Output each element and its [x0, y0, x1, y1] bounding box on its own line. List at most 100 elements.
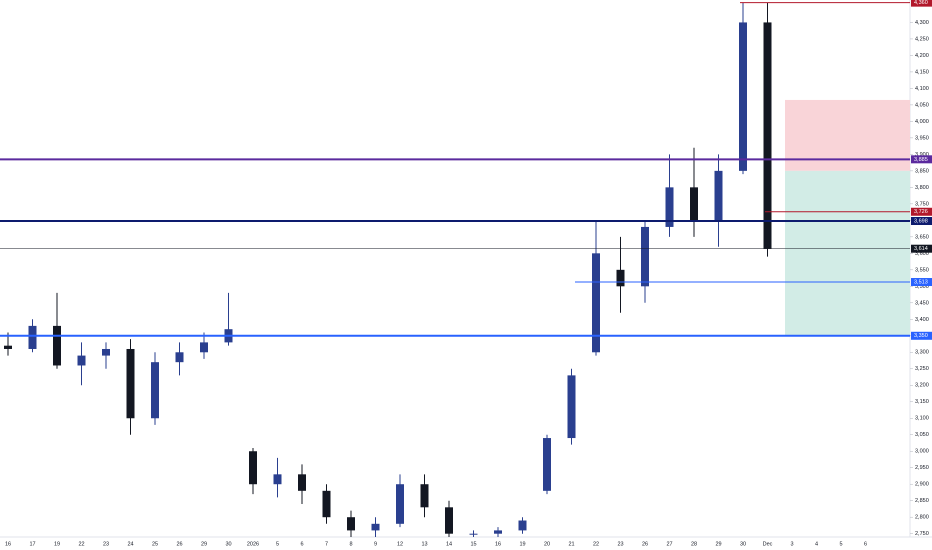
y-tick-label: 4,050: [915, 102, 929, 108]
x-tick-label: 23: [617, 541, 623, 547]
level-tag: [911, 244, 932, 253]
candle-body: [273, 474, 282, 485]
x-tick-label: 13: [421, 541, 427, 547]
x-tick-label: 25: [152, 541, 158, 547]
x-tick-label: 19: [54, 541, 60, 547]
x-tick-label: 29: [201, 541, 207, 547]
level-tag: [911, 331, 932, 340]
y-tick-label: 3,950: [915, 135, 929, 141]
y-tick-label: 2,950: [915, 465, 929, 471]
x-tick-label: 17: [29, 541, 35, 547]
candle-body: [763, 22, 772, 249]
level-tag-label: 4,360: [914, 0, 928, 6]
y-tick-label: 4,300: [915, 20, 929, 26]
x-tick-label: 3: [790, 541, 793, 547]
x-tick-label: 26: [642, 541, 648, 547]
x-tick-label: 20: [544, 541, 550, 547]
x-tick-label: 19: [519, 541, 525, 547]
x-tick-label: 6: [864, 541, 867, 547]
x-tick-label: 14: [446, 541, 452, 547]
candle-body: [175, 352, 184, 363]
candle-body: [126, 348, 135, 419]
candle-body: [102, 348, 110, 356]
y-tick-label: 3,000: [915, 449, 929, 455]
level-tag-label: 3,350: [914, 333, 928, 339]
y-tick-label: 4,100: [915, 86, 929, 92]
candle-body: [322, 490, 331, 518]
x-tick-label: 23: [103, 541, 109, 547]
y-tick-label: 2,850: [915, 498, 929, 504]
x-tick-label: 26: [176, 541, 182, 547]
y-tick-label: 2,800: [915, 515, 929, 521]
y-tick-label: 3,300: [915, 350, 929, 356]
candle-body: [714, 170, 723, 221]
x-tick-label: 9: [374, 541, 377, 547]
y-tick-label: 3,800: [915, 185, 929, 191]
candle-body: [347, 517, 355, 531]
x-tick-label: 30: [225, 541, 231, 547]
y-tick-label: 3,750: [915, 201, 929, 207]
candle-body: [592, 253, 600, 353]
y-tick-label: 4,150: [915, 69, 929, 75]
candle-body: [445, 507, 453, 534]
x-tick-label: 28: [691, 541, 697, 547]
y-tick-label: 3,250: [915, 366, 929, 372]
candle-body: [567, 375, 576, 439]
x-tick-label: Dec: [763, 541, 773, 547]
level-tag-label: 3,513: [914, 279, 928, 285]
candle-body: [420, 484, 429, 508]
y-tick-label: 2,750: [915, 531, 929, 537]
candle-body: [77, 355, 86, 366]
x-tick-label: 12: [397, 541, 403, 547]
y-tick-label: 3,550: [915, 267, 929, 273]
level-tag: [911, 155, 932, 164]
candle-body: [298, 474, 306, 491]
x-tick-label: 15: [470, 541, 476, 547]
candle-body: [28, 325, 37, 349]
x-tick-label: 22: [78, 541, 84, 547]
x-tick-label: 7: [325, 541, 328, 547]
y-tick-label: 3,850: [915, 168, 929, 174]
x-tick-label: 16: [495, 541, 501, 547]
candle-body: [151, 362, 159, 419]
x-tick-label: 4: [815, 541, 818, 547]
level-tag-label: 3,885: [914, 157, 928, 163]
x-tick-label: 16: [5, 541, 11, 547]
x-tick-label: 6: [300, 541, 303, 547]
x-tick-label: 22: [593, 541, 599, 547]
y-tick-label: 3,500: [915, 284, 929, 290]
x-tick-label: 5: [839, 541, 842, 547]
y-tick-label: 3,650: [915, 234, 929, 240]
candle-body: [249, 451, 257, 485]
level-tag: [911, 207, 932, 216]
y-tick-label: 3,400: [915, 317, 929, 323]
candle-body: [616, 269, 625, 287]
level-tag: [911, 217, 932, 226]
candle-body: [739, 22, 747, 171]
candle-body: [53, 325, 61, 366]
candle-body: [396, 484, 404, 524]
x-tick-label: 29: [715, 541, 721, 547]
x-tick-label: 2026: [247, 541, 259, 547]
y-tick-label: 4,250: [915, 36, 929, 42]
candle-body: [469, 533, 478, 535]
y-tick-label: 3,450: [915, 300, 929, 306]
y-tick-label: 3,600: [915, 251, 929, 257]
candle-body: [371, 523, 380, 531]
y-tick-label: 3,100: [915, 416, 929, 422]
y-tick-label: 3,050: [915, 432, 929, 438]
candle-body: [494, 530, 502, 534]
reward-zone: [785, 170, 910, 336]
y-tick-label: 2,900: [915, 482, 929, 488]
candle-body: [543, 438, 551, 491]
y-tick-label: 4,200: [915, 53, 929, 59]
level-tag-label: 3,726: [914, 209, 928, 215]
candle-body: [4, 345, 12, 349]
x-tick-label: 5: [276, 541, 279, 547]
y-tick-label: 3,150: [915, 399, 929, 405]
x-tick-label: 30: [740, 541, 746, 547]
level-tag-label: 3,614: [914, 246, 928, 252]
